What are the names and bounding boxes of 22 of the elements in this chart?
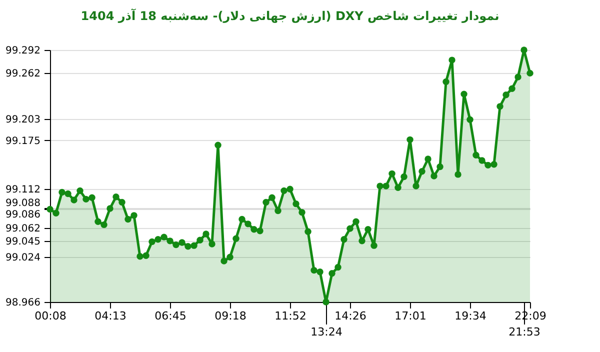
x-tick-label: 14:26 <box>334 310 366 322</box>
chart-title: نمودار تغییرات شاخص DXY (ارزش جهانی دلار)- سه‌شنبه 18 آذر 1404 <box>80 8 500 23</box>
x-tick-label: 19:34 <box>454 310 486 322</box>
x-tick-label: 11:52 <box>274 310 306 322</box>
x-tick-label: 17:01 <box>394 310 426 322</box>
y-tick-label: 99.203 <box>6 114 40 126</box>
y-tick-label: 99.175 <box>6 136 40 147</box>
y-tick-label: 98.966 <box>6 298 40 308</box>
y-tick-label: 99.112 <box>6 184 40 196</box>
x-tick-label: 00:08 <box>34 310 66 322</box>
y-tick-label: 99.045 <box>6 236 40 248</box>
y-tick-label: 99.086 <box>6 210 40 221</box>
x-tick-label: 04:13 <box>94 310 126 322</box>
x-tick-label: 21:53 <box>508 326 540 338</box>
y-tick-label: 99.262 <box>6 68 40 80</box>
y-tick-label: 99.292 <box>6 46 40 56</box>
x-tick-label: 09:18 <box>214 310 246 322</box>
x-tick-label: 13:24 <box>310 326 342 338</box>
y-tick-label: 99.088 <box>6 198 40 210</box>
y-tick-label: 99.062 <box>6 223 40 234</box>
y-tick-label: 99.024 <box>6 252 40 264</box>
x-tick-label: 06:45 <box>154 310 186 322</box>
